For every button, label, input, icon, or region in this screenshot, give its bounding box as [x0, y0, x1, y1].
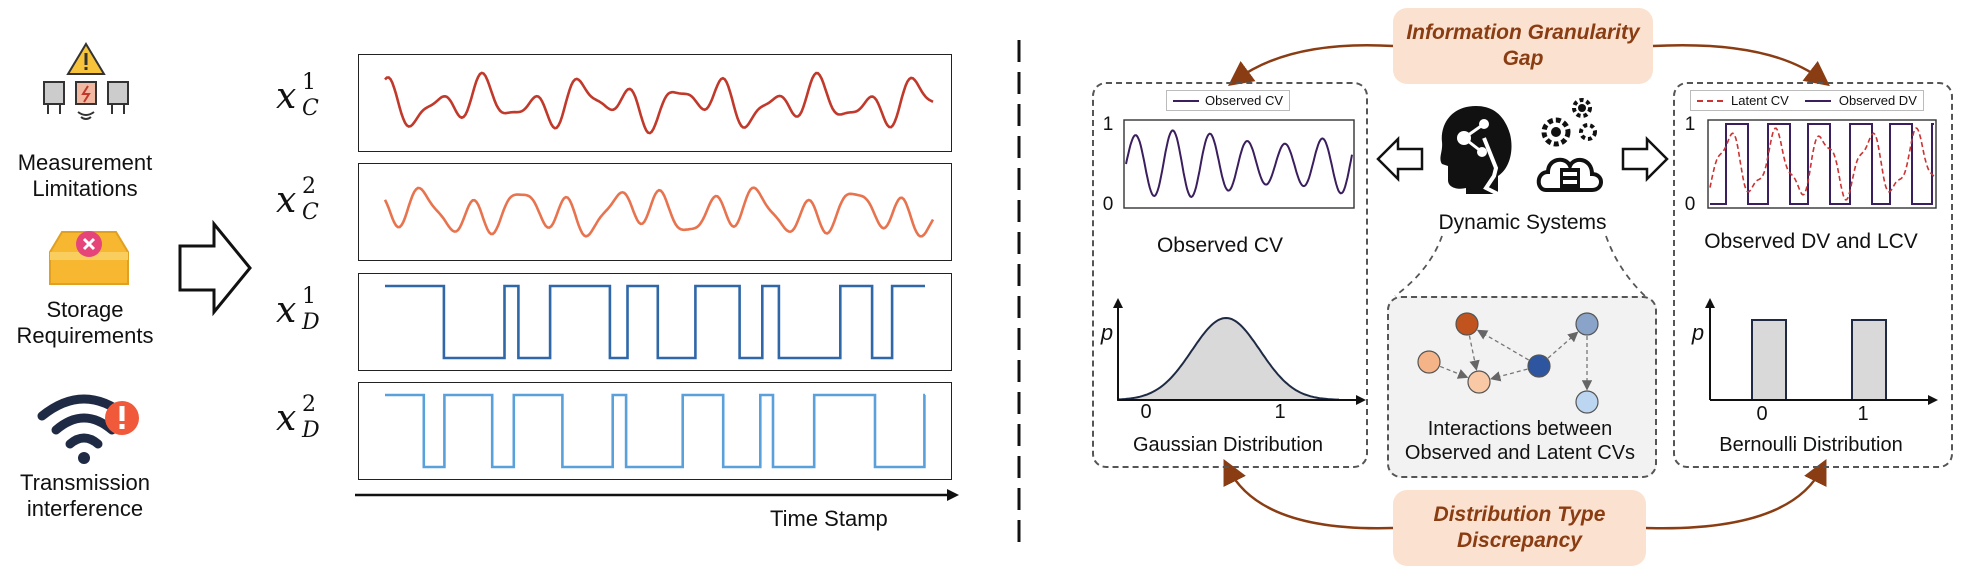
- storage-box-icon: [49, 231, 129, 285]
- dynamic-systems-label: Dynamic Systems: [1438, 211, 1607, 234]
- discrete-signal-xd1: [385, 284, 925, 360]
- signal-line: [384, 71, 934, 135]
- legend-swatch-observed-dv: [1804, 99, 1831, 102]
- gaussian-distribution-plot: [1113, 298, 1366, 405]
- node-observed-b: [1575, 312, 1599, 336]
- hollow-arrow-right-icon: [1621, 135, 1669, 183]
- series-box-xd2: [358, 382, 952, 480]
- node-latent-a: [1455, 312, 1479, 336]
- latent-cv-line: [1709, 127, 1935, 201]
- y-tick-0-left: 0: [1102, 194, 1114, 215]
- bernoulli-distribution-title: Bernoulli Distribution: [1719, 434, 1903, 456]
- bernoulli-bar-1: [1851, 319, 1887, 401]
- y-tick-1-left: 1: [1102, 114, 1114, 135]
- series-box-xd1: [358, 273, 952, 371]
- plot-frame: [1707, 119, 1937, 209]
- bern-tick-0: 0: [1756, 403, 1768, 425]
- gears-cloud-icon: [1536, 98, 1603, 192]
- gaussian-distribution-title: Gaussian Distribution: [1132, 434, 1324, 456]
- observed-dv-line: [1710, 123, 1934, 205]
- graph-edge: [1468, 335, 1480, 371]
- discrete-signal-xd2: [385, 393, 926, 469]
- time-axis-arrow: [355, 489, 959, 501]
- hollow-arrow-left-icon: [1376, 135, 1424, 183]
- bern-p-label: p: [1691, 320, 1705, 345]
- challenge-label-storage: Storage Requirements: [16, 297, 154, 349]
- challenge-label-measurement: Measurement Limitations: [17, 150, 153, 202]
- wifi-alert-icon: [37, 394, 139, 464]
- observed-cv-plot: [1123, 119, 1355, 209]
- signal-line: [385, 284, 925, 360]
- node-observed-c: [1575, 390, 1599, 414]
- legend-swatch-latent-cv: [1697, 99, 1723, 102]
- hollow-arrow-icon: [178, 219, 252, 317]
- sensor-warning-icon: [43, 42, 129, 120]
- graph-edge: [1490, 368, 1528, 382]
- challenge-label-transmission: Transmission interference: [20, 470, 150, 522]
- head-network-icon: [1440, 106, 1512, 196]
- observed-cv-title: Observed CV: [1156, 234, 1284, 257]
- info-granularity-gap-pill: Information Granularity Gap: [1393, 8, 1653, 84]
- graph-edge: [1476, 329, 1529, 361]
- observed-dv-plot: [1707, 119, 1937, 209]
- panel-divider: [1017, 40, 1021, 550]
- gauss-tick-1: 1: [1274, 401, 1286, 423]
- signal-line: [383, 186, 935, 238]
- y-tick-0-right: 0: [1684, 194, 1696, 215]
- bernoulli-bar-0: [1751, 319, 1787, 401]
- gauss-tick-0: 0: [1140, 401, 1152, 423]
- interaction-caption: Interactions between Observed and Latent …: [1404, 418, 1636, 464]
- interaction-card: [1387, 296, 1657, 478]
- observed-dv-card: [1673, 82, 1953, 468]
- bernoulli-distribution-plot: [1705, 298, 1938, 405]
- observed-cv-legend: Observed CV: [1166, 90, 1291, 111]
- observed-cv-line: [1125, 129, 1353, 198]
- observed-dv-title: Observed DV and LCV: [1704, 230, 1918, 253]
- y-tick-1-right: 1: [1684, 114, 1696, 135]
- node-latent-c: [1467, 370, 1491, 394]
- signal-line: [385, 393, 926, 469]
- gauss-p-label: p: [1100, 320, 1114, 345]
- graph-edge: [1439, 365, 1469, 379]
- cv-interaction-graph: [1417, 312, 1599, 414]
- continuous-signal-xc2: [383, 186, 935, 238]
- series-box-xc2: [358, 163, 952, 261]
- graph-edge: [1547, 331, 1579, 359]
- node-latent-b: [1417, 350, 1441, 374]
- bern-tick-1: 1: [1857, 403, 1869, 425]
- node-observed-a: [1527, 354, 1551, 378]
- observed-dv-legend: Latent CV Observed DV: [1690, 90, 1924, 111]
- observed-cv-card: [1092, 82, 1368, 468]
- distribution-discrepancy-pill: Distribution Type Discrepancy: [1393, 490, 1646, 566]
- gaussian-curve: [1117, 316, 1339, 401]
- series-box-xc1: [358, 54, 952, 152]
- legend-swatch-observed-cv: [1173, 99, 1199, 102]
- continuous-signal-xc1: [384, 71, 934, 135]
- time-axis-label: Time Stamp: [770, 506, 888, 531]
